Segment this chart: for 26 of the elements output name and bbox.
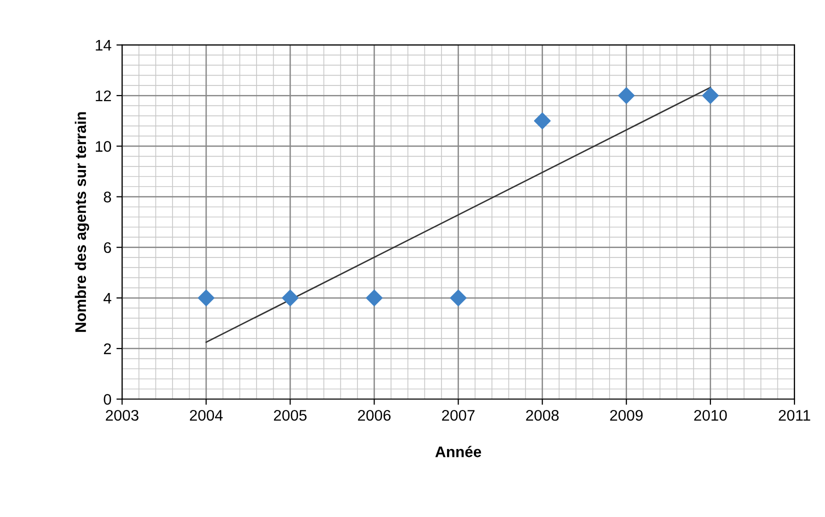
y-tick-label: 12 <box>96 90 111 102</box>
x-tick-label: 2011 <box>778 410 810 421</box>
y-tick-label: 2 <box>104 343 111 354</box>
x-tick-label: 2007 <box>442 410 475 421</box>
point <box>534 112 551 130</box>
x-tick-label: 2008 <box>526 410 559 421</box>
y-axis-title: Nombre des agents sur terrain <box>74 112 90 332</box>
x-tick-label: 2003 <box>106 410 138 421</box>
point <box>366 290 383 306</box>
y-tick-label: 6 <box>104 242 112 254</box>
y-tick-label: 4 <box>104 292 112 304</box>
y-tick-label: 0 <box>104 394 112 405</box>
x-tick-label: 2005 <box>274 410 307 421</box>
point <box>450 290 467 306</box>
y-tick-label: 8 <box>104 192 112 202</box>
x-tick-label: 2009 <box>610 410 643 421</box>
x-tick-label: 2010 <box>694 410 727 421</box>
x-axis-title: Année <box>435 446 482 458</box>
y-tick-label: 10 <box>96 141 112 152</box>
point <box>282 290 298 306</box>
x-tick-label: 2004 <box>190 410 223 421</box>
point <box>702 87 719 104</box>
point <box>618 87 635 104</box>
point <box>198 290 214 306</box>
x-tick-label: 2006 <box>358 410 391 421</box>
y-tick-label: 14 <box>96 40 112 51</box>
